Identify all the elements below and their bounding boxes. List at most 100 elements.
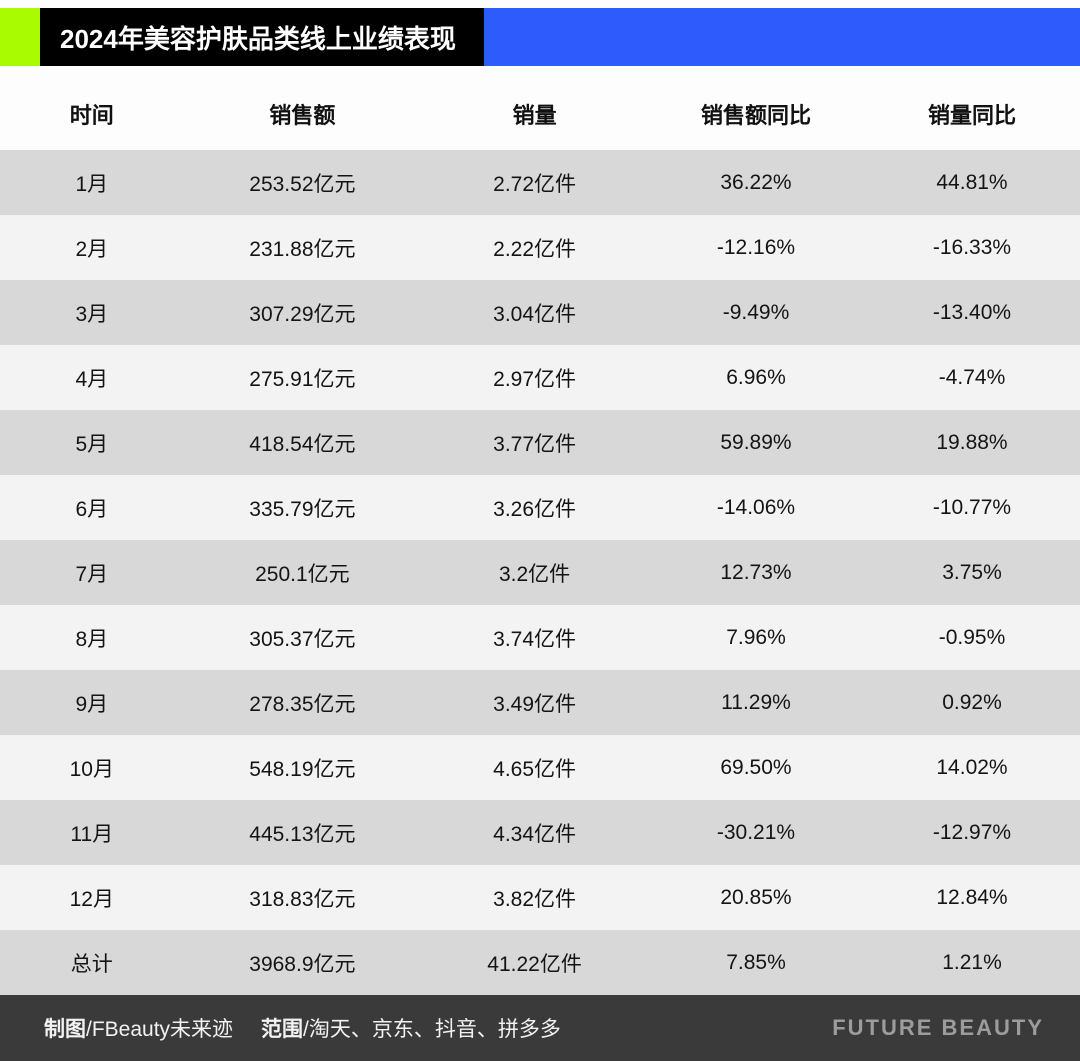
table-row: 9月 278.35亿元 3.49亿件 11.29% 0.92%: [0, 670, 1080, 735]
table-cell: -14.06%: [716, 495, 796, 519]
table-cell: 2月: [75, 237, 109, 261]
table-cell: 2.72亿件: [493, 172, 577, 196]
table-cell: -30.21%: [716, 820, 796, 844]
table-cell: 335.79亿元: [249, 497, 356, 521]
table-cell: 275.91亿元: [249, 367, 356, 391]
table-cell: 3月: [75, 302, 109, 326]
table-wrap: 时间 销售额 销量 销售额同比 销量同比 1月 253.52亿元 2.72亿件 36.…: [0, 78, 1080, 995]
table-cell: 231.88亿元: [249, 237, 356, 261]
title-band: 2024年美容护肤品类线上业绩表现: [0, 8, 1080, 66]
table-cell: 11月: [70, 822, 114, 846]
table-cell: 9月: [75, 692, 109, 716]
table-header-row: 时间 销售额 销量 销售额同比 销量同比: [0, 78, 1080, 150]
table-cell: -13.40%: [932, 300, 1012, 324]
footer: 制图/FBeauty未来迹 范围/淘天、京东、抖音、拼多多 FUTURE BEAU…: [0, 995, 1080, 1061]
table-row: 12月 318.83亿元 3.82亿件 20.85% 12.84%: [0, 865, 1080, 930]
table-cell: -9.49%: [722, 300, 790, 324]
table-cell: 7.85%: [726, 950, 786, 974]
table-cell: 6月: [75, 497, 109, 521]
table-cell: 69.50%: [720, 755, 792, 779]
table-cell: 44.81%: [936, 170, 1008, 194]
table-cell: 318.83亿元: [249, 887, 356, 911]
table-cell: 3.75%: [942, 560, 1002, 584]
table-cell: 14.02%: [936, 755, 1008, 779]
col-header-time: 时间: [0, 78, 184, 150]
table-cell: 11.29%: [721, 690, 791, 714]
table-cell: -0.95%: [938, 625, 1006, 649]
table-cell: 1月: [75, 172, 109, 196]
table-row: 10月 548.19亿元 4.65亿件 69.50% 14.02%: [0, 735, 1080, 800]
table-cell: 305.37亿元: [249, 627, 356, 651]
table-cell: 2.97亿件: [493, 367, 577, 391]
table-cell: 12.73%: [720, 560, 792, 584]
col-header-sales-yoy: 销售额同比: [647, 78, 864, 150]
table-cell: 3.26亿件: [493, 497, 577, 521]
table-cell: 5月: [75, 432, 109, 456]
table-cell: 4月: [75, 367, 109, 391]
table-cell: 445.13亿元: [249, 822, 356, 846]
scope-value: /淘天、京东、抖音、拼多多: [303, 1018, 561, 1041]
table-cell: 12.84%: [936, 885, 1008, 909]
table-row-total: 总计 3968.9亿元 41.22亿件 7.85% 1.21%: [0, 930, 1080, 995]
table-cell: 307.29亿元: [249, 302, 356, 326]
table-cell: 2.22亿件: [493, 237, 577, 261]
performance-table: 时间 销售额 销量 销售额同比 销量同比 1月 253.52亿元 2.72亿件 36.…: [0, 78, 1080, 995]
table-row: 2月 231.88亿元 2.22亿件 -12.16% -16.33%: [0, 215, 1080, 280]
table-cell: 8月: [75, 627, 109, 651]
footer-credits: 制图/FBeauty未来迹 范围/淘天、京东、抖音、拼多多: [44, 1013, 561, 1043]
table-row: 11月 445.13亿元 4.34亿件 -30.21% -12.97%: [0, 800, 1080, 865]
table-row: 6月 335.79亿元 3.26亿件 -14.06% -10.77%: [0, 475, 1080, 540]
table-cell: 418.54亿元: [249, 432, 356, 456]
credit-value: /FBeauty未来迹: [86, 1018, 234, 1041]
scope-label: 范围: [261, 1018, 304, 1041]
green-accent-block: [0, 8, 40, 66]
table-row: 5月 418.54亿元 3.77亿件 59.89% 19.88%: [0, 410, 1080, 475]
table-header: 时间 销售额 销量 销售额同比 销量同比: [0, 78, 1080, 150]
brand-logo-text: FUTURE BEAUTY: [832, 1015, 1044, 1040]
table-cell: -4.74%: [938, 365, 1006, 389]
table-cell: 250.1亿元: [255, 562, 350, 586]
table-row: 4月 275.91亿元 2.97亿件 6.96% -4.74%: [0, 345, 1080, 410]
table-cell: -12.97%: [932, 820, 1012, 844]
table-cell: 3.82亿件: [493, 887, 577, 911]
table-cell: 3.04亿件: [493, 302, 577, 326]
col-header-volume: 销量: [421, 78, 648, 150]
table-cell: 7.96%: [726, 625, 786, 649]
col-header-sales: 销售额: [183, 78, 422, 150]
page-title: 2024年美容护肤品类线上业绩表现: [40, 8, 484, 66]
table-cell: 278.35亿元: [249, 692, 356, 716]
table-row: 8月 305.37亿元 3.74亿件 7.96% -0.95%: [0, 605, 1080, 670]
table-cell: 3.77亿件: [493, 432, 577, 456]
table-cell: 12月: [69, 887, 114, 911]
table-cell: 3.2亿件: [498, 562, 571, 586]
table-row: 3月 307.29亿元 3.04亿件 -9.49% -13.40%: [0, 280, 1080, 345]
table-cell: 20.85%: [720, 885, 792, 909]
table-body: 1月 253.52亿元 2.72亿件 36.22% 44.81% 2月 231.88亿元 2.…: [0, 150, 1080, 995]
table-cell: 总计: [70, 952, 113, 976]
table-cell: 4.34亿件: [493, 822, 577, 846]
table-cell: -10.77%: [932, 495, 1012, 519]
table-cell: 3.74亿件: [493, 627, 577, 651]
table-cell: 0.92%: [942, 690, 1002, 714]
table-cell: 59.89%: [720, 430, 792, 454]
table-row: 1月 253.52亿元 2.72亿件 36.22% 44.81%: [0, 150, 1080, 215]
table-cell: -12.16%: [716, 235, 796, 259]
table-row: 7月 250.1亿元 3.2亿件 12.73% 3.75%: [0, 540, 1080, 605]
table-cell: 41.22亿件: [487, 952, 582, 976]
table-cell: 1.21%: [942, 950, 1002, 974]
table-cell: 253.52亿元: [249, 172, 356, 196]
table-cell: 6.96%: [726, 365, 786, 389]
table-cell: 3.49亿件: [493, 692, 577, 716]
col-header-volume-yoy: 销量同比: [863, 78, 1080, 150]
table-cell: 7月: [75, 562, 109, 586]
table-cell: 548.19亿元: [249, 757, 356, 781]
table-cell: 19.88%: [936, 430, 1008, 454]
blue-accent-bar: [483, 8, 1080, 66]
table-cell: 3968.9亿元: [249, 952, 356, 976]
credit-label: 制图: [44, 1018, 86, 1041]
table-cell: -16.33%: [932, 235, 1012, 259]
table-cell: 36.22%: [720, 170, 792, 194]
table-cell: 10月: [69, 757, 114, 781]
table-cell: 4.65亿件: [493, 757, 577, 781]
